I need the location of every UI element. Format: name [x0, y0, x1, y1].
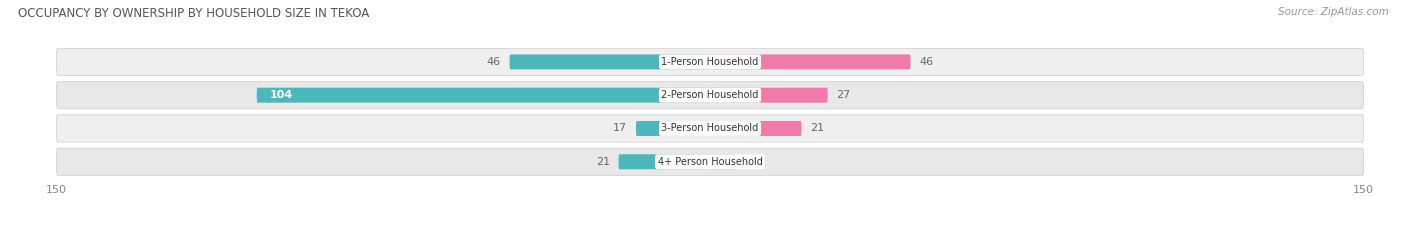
Text: 3-Person Household: 3-Person Household	[661, 123, 759, 134]
FancyBboxPatch shape	[619, 154, 710, 169]
FancyBboxPatch shape	[56, 48, 1364, 75]
Text: 4+ Person Household: 4+ Person Household	[658, 157, 762, 167]
FancyBboxPatch shape	[56, 148, 1364, 175]
Text: 2-Person Household: 2-Person Household	[661, 90, 759, 100]
Text: 21: 21	[596, 157, 610, 167]
Text: Source: ZipAtlas.com: Source: ZipAtlas.com	[1278, 7, 1389, 17]
Text: 17: 17	[613, 123, 627, 134]
Text: 6: 6	[745, 157, 752, 167]
FancyBboxPatch shape	[710, 121, 801, 136]
Text: 21: 21	[810, 123, 824, 134]
Text: 46: 46	[486, 57, 501, 67]
FancyBboxPatch shape	[56, 115, 1364, 142]
FancyBboxPatch shape	[710, 55, 911, 69]
Text: 46: 46	[920, 57, 934, 67]
Legend: Owner-occupied, Renter-occupied: Owner-occupied, Renter-occupied	[591, 230, 830, 233]
FancyBboxPatch shape	[636, 121, 710, 136]
FancyBboxPatch shape	[257, 88, 710, 103]
FancyBboxPatch shape	[710, 88, 828, 103]
Text: OCCUPANCY BY OWNERSHIP BY HOUSEHOLD SIZE IN TEKOA: OCCUPANCY BY OWNERSHIP BY HOUSEHOLD SIZE…	[18, 7, 370, 20]
FancyBboxPatch shape	[56, 82, 1364, 109]
Text: 104: 104	[270, 90, 292, 100]
Text: 27: 27	[837, 90, 851, 100]
FancyBboxPatch shape	[710, 154, 737, 169]
Text: 1-Person Household: 1-Person Household	[661, 57, 759, 67]
FancyBboxPatch shape	[509, 55, 710, 69]
